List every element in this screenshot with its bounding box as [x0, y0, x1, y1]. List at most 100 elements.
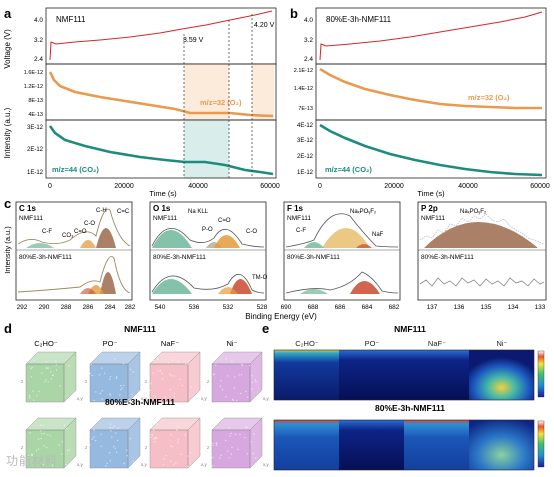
cube-speckle: [37, 438, 40, 440]
cube-speckle: [100, 445, 102, 447]
heatmap-top-c2ho: [274, 350, 339, 400]
cube-speckle: [161, 378, 164, 380]
cube-speckle: [232, 399, 234, 402]
cube-speckle: [245, 426, 248, 429]
panel-a-sample-label: NMF111: [56, 15, 86, 24]
cube-speckle: [99, 392, 102, 395]
plot-a-o2-band-1: [184, 64, 229, 120]
cube-speckle: [93, 429, 95, 431]
cube-front-face: [25, 363, 65, 403]
label-a-420v: 4.20 V: [254, 22, 275, 29]
peak-c-cf: C-F: [42, 229, 52, 235]
cube-speckle: [129, 368, 132, 370]
xps-o1s-top-envelope: [151, 228, 265, 248]
cube-speckle: [185, 363, 187, 365]
cube-speckle: [228, 427, 230, 429]
cube-speckle: [251, 388, 253, 390]
cube-speckle: [248, 364, 251, 367]
cube-speckle: [115, 432, 117, 434]
co2-label-a: m/z=44 (CO₂): [52, 165, 99, 174]
xps-o1s-frame: [149, 201, 267, 301]
heatmap-bottom-po: [339, 420, 404, 470]
intensity-ylabel-a: Intensity (a.u.): [3, 107, 12, 158]
cube-axis-label: x,y: [201, 396, 208, 401]
cube-speckle: [131, 394, 133, 396]
cube-speckle: [117, 427, 119, 429]
tick-a-x-2: 40000: [188, 183, 208, 190]
peak-o-nakll: Na KLL: [188, 209, 209, 215]
cube-speckle: [177, 426, 179, 428]
cube-speckle: [164, 397, 166, 399]
panel-d-title-top: NMF111: [124, 324, 156, 334]
tick-b-co2-0: 4E-12: [297, 123, 314, 129]
xps-c1s-top-peak-co: [80, 240, 96, 248]
cube-speckle: [28, 455, 30, 457]
xps-c1s-sample-top: NMF111: [19, 215, 43, 222]
cube-speckle: [94, 440, 97, 442]
cube-speckle: [28, 394, 31, 397]
panel-e-letter: e: [262, 321, 269, 336]
tick-a-o2-2: 8E-13: [28, 98, 43, 104]
tick-b-x-1: 20000: [384, 183, 404, 190]
tick-b-x-2: 40000: [458, 183, 478, 190]
xps-f1s-bottom-peak-naf: [350, 281, 380, 294]
cube-speckle: [156, 357, 159, 359]
cube-speckle: [55, 364, 58, 366]
cube-speckle: [246, 453, 248, 455]
cube-speckle: [113, 425, 116, 427]
xps-f1s-bottom-peak-cf: [300, 289, 328, 294]
cube-side-face: [187, 351, 201, 403]
cube-axis-label-z: z: [85, 445, 88, 450]
cube-speckle: [163, 458, 165, 460]
cube-speckle: [89, 444, 91, 446]
tick-a-v-1: 3.2: [34, 37, 43, 44]
tick-o1s-1: 536: [189, 304, 200, 311]
cube-speckle: [173, 375, 175, 377]
heatmap-bottom-naf: [404, 420, 469, 470]
cube-speckle: [110, 423, 112, 425]
cube-speckle: [224, 439, 227, 442]
xps-f1s-top-envelope: [285, 213, 399, 248]
cube-speckle: [173, 392, 175, 395]
tof-cube-bottom-naf: x,y z: [145, 417, 208, 469]
cube-speckle: [165, 455, 167, 457]
cube-axis-label: x,y: [263, 396, 270, 401]
cube-speckle: [120, 385, 122, 387]
xlabel-a: Time (s): [149, 189, 177, 198]
tick-b-o2-0: 2.1E-12: [294, 68, 313, 74]
cube-speckle: [99, 374, 101, 376]
cube-speckle: [89, 372, 92, 375]
cube-speckle: [123, 384, 125, 387]
tick-a-v-2: 2.4: [34, 56, 43, 63]
cube-speckle: [110, 430, 112, 432]
cube-front-face: [89, 429, 129, 469]
tick-b-x-0: 0: [318, 183, 322, 190]
peak-o-tmo: TM-O: [252, 275, 268, 281]
cube-speckle: [67, 398, 70, 401]
cube-speckle: [254, 379, 257, 381]
cube-speckle: [30, 367, 32, 370]
plot-a-o2-yticks: 1.6E-12 1.2E-12 8E-13 4E-13: [24, 70, 43, 118]
cube-speckle: [132, 460, 135, 463]
cube-speckle: [171, 446, 174, 448]
cube-front-face: [25, 429, 65, 469]
tick-a-co2-2: 1E-12: [27, 170, 44, 176]
cube-speckle: [114, 358, 116, 360]
peak-o-c-double-o: C=O: [218, 218, 231, 224]
panel-a: a Voltage (V) Intensity (a.u.) NMF111 4.…: [3, 6, 280, 198]
cube-axis-label-z: z: [145, 445, 148, 450]
cube-axis-label: x,y: [77, 396, 84, 401]
cube-speckle: [47, 434, 49, 436]
cube-speckle: [177, 439, 180, 441]
cube-speckle: [167, 362, 169, 364]
tick-o1s-3: 528: [257, 304, 268, 311]
cube-speckle: [32, 390, 34, 392]
cube-speckle: [38, 390, 40, 393]
tick-a-o2-0: 1.6E-12: [24, 70, 43, 76]
cube-speckle: [45, 379, 47, 381]
panel-d-species-labels: C₂HO⁻ PO⁻ NaF⁻ Ni⁻: [34, 339, 237, 348]
cube-speckle: [187, 465, 189, 468]
cube-speckle: [101, 367, 103, 369]
e-species-c2ho: C₂HO⁻: [295, 339, 319, 348]
tick-a-x-1: 20000: [114, 183, 134, 190]
